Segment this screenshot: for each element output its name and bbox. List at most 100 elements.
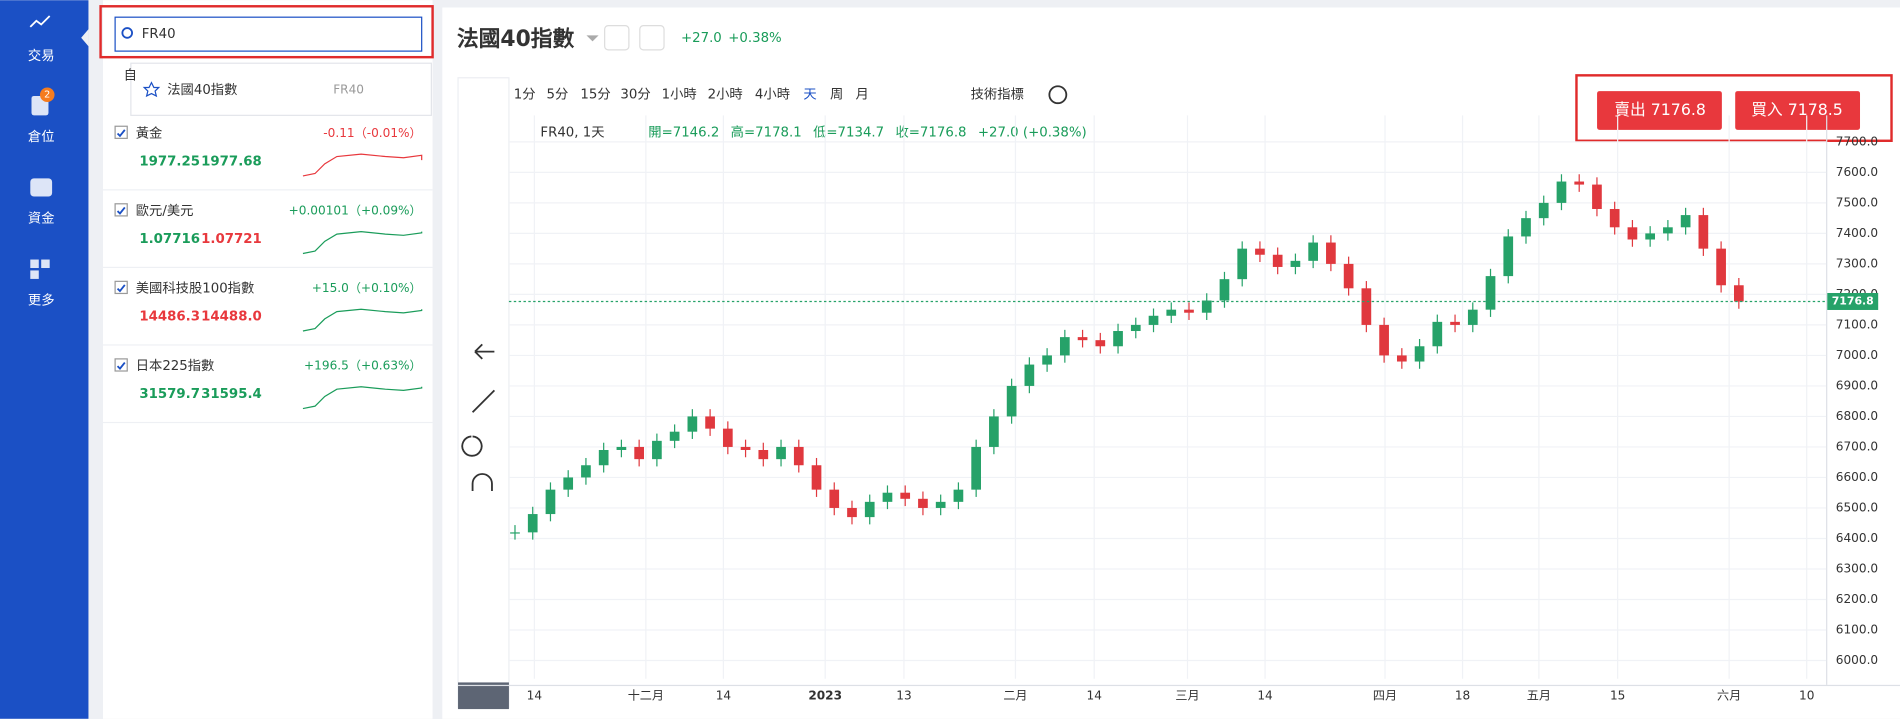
candle — [1361, 288, 1372, 325]
candle — [971, 446, 981, 490]
timeframe[interactable]: 5分 — [546, 87, 568, 103]
item-bid[interactable]: 31579.7 — [139, 387, 200, 402]
candle — [1255, 248, 1265, 255]
item-bid[interactable]: 1977.25 — [139, 154, 200, 169]
candle — [847, 507, 857, 518]
sparkline — [302, 386, 423, 410]
timeframe[interactable]: 周 — [830, 88, 843, 103]
separator — [102, 189, 433, 191]
x-tick-label: 四月 — [1373, 688, 1397, 702]
candle — [1645, 233, 1656, 240]
timeframe[interactable]: 1小時 — [662, 87, 697, 103]
result-name[interactable]: 法國40指數 — [167, 82, 237, 98]
separator — [102, 266, 433, 269]
x-tick-label: 13 — [896, 688, 911, 702]
tab-label[interactable]: 自 — [124, 67, 137, 83]
x-tick-label: 10 — [1799, 688, 1814, 702]
candle — [1326, 242, 1336, 264]
item-name[interactable]: 日本225指數 — [136, 358, 215, 374]
item-change: +15.0（+0.10%） — [312, 281, 422, 295]
checkbox[interactable] — [114, 280, 128, 295]
buy-button[interactable] — [1735, 91, 1861, 130]
x-tick-label: 六月 — [1717, 688, 1741, 702]
x-tick-label: 五月 — [1527, 688, 1551, 702]
candle — [1184, 309, 1194, 313]
checkbox[interactable] — [114, 203, 128, 217]
toolbar-toggle[interactable] — [458, 682, 509, 710]
candle — [1272, 254, 1283, 267]
axis-line — [1826, 115, 1828, 685]
timeframe[interactable]: 1分 — [514, 87, 536, 103]
candle — [1698, 215, 1709, 249]
search-dropdown[interactable] — [130, 62, 432, 116]
timeframe[interactable]: 月 — [855, 88, 868, 103]
item-ask[interactable]: 1977.68 — [201, 154, 262, 169]
instrument-change: +27.0 — [681, 31, 722, 46]
badge-count: 2 — [44, 90, 50, 101]
checkbox[interactable] — [114, 358, 128, 372]
result-symbol: FR40 — [333, 82, 364, 96]
separator — [102, 421, 433, 424]
y-tick-label: 6000.0 — [1836, 653, 1878, 667]
legend-open: 開=7146.2 — [648, 125, 719, 140]
candle — [527, 514, 538, 533]
separator — [102, 344, 433, 346]
timeframe[interactable]: 15分 — [580, 87, 610, 103]
candle — [989, 416, 999, 447]
y-tick-label: 7600.0 — [1836, 165, 1878, 179]
buy-label[interactable]: 買入 7178.5 — [1751, 100, 1843, 119]
candle — [581, 465, 591, 478]
candle — [918, 498, 928, 508]
alert-button[interactable] — [639, 25, 665, 51]
timeframe[interactable]: 天 — [803, 88, 816, 103]
sell-label[interactable]: 賣出 7176.8 — [1614, 100, 1706, 119]
item-ask[interactable]: 31595.4 — [201, 387, 262, 402]
search-query[interactable]: FR40 — [142, 27, 176, 42]
candle — [634, 446, 644, 460]
candle — [1113, 331, 1123, 347]
item-name[interactable]: 黃金 — [136, 126, 163, 142]
y-tick-label: 6100.0 — [1836, 622, 1878, 636]
item-name[interactable]: 歐元/美元 — [136, 203, 194, 219]
indicators-button[interactable]: 技術指標 — [971, 87, 1024, 103]
nav-label[interactable]: 倉位 — [28, 129, 55, 145]
candle — [1467, 309, 1478, 325]
nav-label[interactable]: 資金 — [28, 210, 55, 226]
icon-more — [30, 270, 39, 279]
y-tick-label: 6500.0 — [1836, 500, 1878, 514]
timeframe[interactable]: 2小時 — [708, 87, 743, 103]
search-box[interactable] — [114, 16, 423, 52]
settings-icon[interactable] — [1048, 85, 1068, 105]
dropdown-icon[interactable] — [586, 35, 599, 42]
candle — [811, 465, 822, 490]
x-tick-label: 18 — [1455, 688, 1470, 702]
item-ask[interactable]: 14488.0 — [201, 309, 262, 324]
x-tick-label: 十二月 — [628, 688, 664, 702]
item-bid[interactable]: 1.07716 — [139, 232, 200, 247]
checkbox[interactable] — [114, 125, 128, 139]
candle — [1503, 236, 1514, 277]
sell-button[interactable] — [1597, 91, 1722, 130]
candle — [1521, 218, 1531, 237]
timeframe[interactable]: 30分 — [620, 87, 650, 103]
timeframe[interactable]: 4小時 — [755, 87, 790, 103]
candle — [1166, 309, 1177, 316]
candle — [1130, 324, 1141, 332]
star-icon[interactable] — [142, 81, 161, 98]
item-bid[interactable]: 14486.3 — [139, 309, 200, 324]
item-name[interactable]: 美國科技股100指數 — [136, 281, 255, 297]
nav-label[interactable]: 更多 — [28, 292, 55, 309]
nav-label[interactable]: 交易 — [28, 47, 55, 64]
candle — [598, 449, 609, 466]
x-tick-label: 二月 — [1003, 688, 1027, 702]
check — [116, 206, 126, 215]
favorite-button[interactable] — [604, 25, 630, 51]
candle — [829, 489, 840, 508]
x-tick-label: 15 — [1610, 688, 1625, 702]
tool-icons[interactable] — [461, 343, 496, 491]
item-ask[interactable]: 1.07721 — [201, 232, 262, 247]
y-tick-label: 6200.0 — [1836, 592, 1878, 606]
candle — [1680, 215, 1691, 228]
candle — [1627, 227, 1638, 240]
